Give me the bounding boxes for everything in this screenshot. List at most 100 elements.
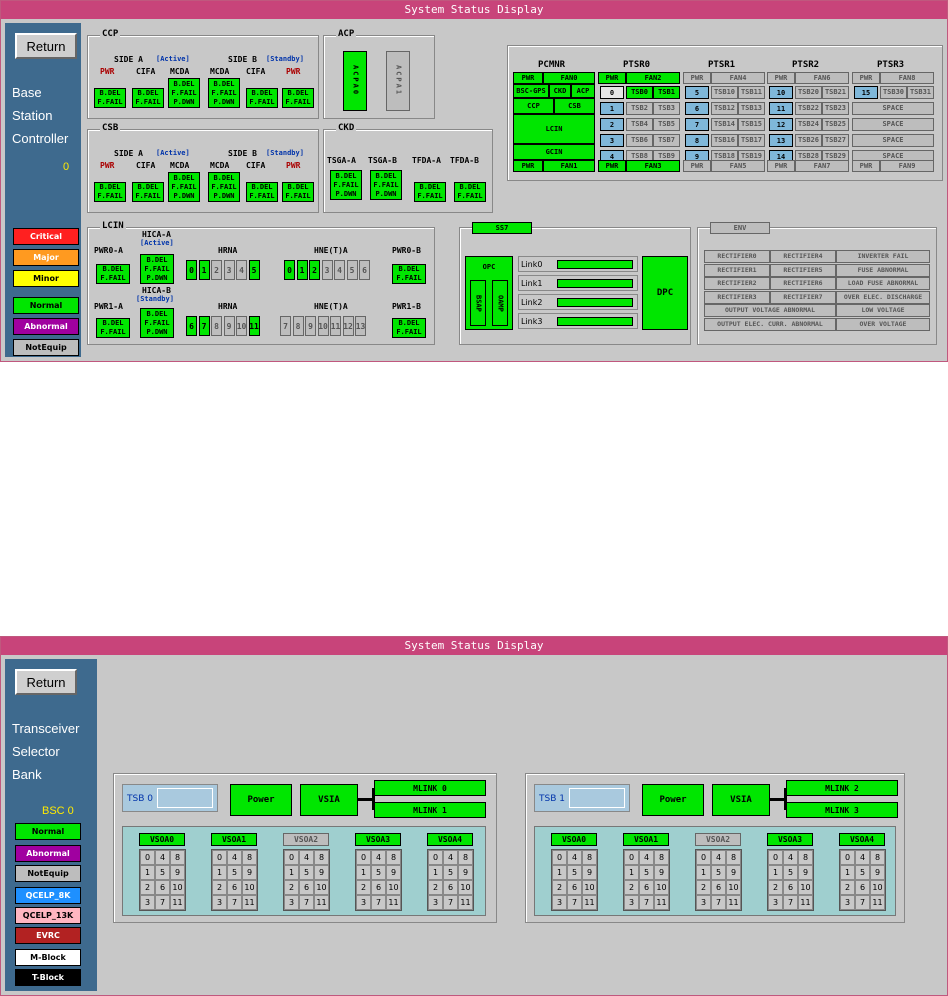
pcmnr-fan0[interactable]: FAN0 — [543, 72, 595, 84]
channel-cell[interactable]: 9 — [726, 865, 741, 880]
tsb-cell[interactable]: TSB16 — [711, 134, 738, 147]
channel-cell[interactable]: 9 — [242, 865, 257, 880]
tsb-cell[interactable]: TSB17 — [738, 134, 765, 147]
ptsr-pwr[interactable]: PWR — [852, 72, 880, 84]
tsb-cell[interactable]: TSB21 — [822, 86, 849, 99]
channel-cell[interactable]: 10 — [242, 880, 257, 895]
channel-cell[interactable]: 2 — [768, 880, 783, 895]
board-chip[interactable]: 7 — [198, 316, 210, 336]
channel-cell[interactable]: 8 — [654, 850, 669, 865]
bsc-gps[interactable]: BSC-GPS — [513, 84, 549, 98]
ptsr-pwr[interactable]: PWR — [598, 72, 626, 84]
channel-cell[interactable]: 1 — [284, 865, 299, 880]
ptsr-fan[interactable]: FAN4 — [711, 72, 765, 84]
mcda-indicator[interactable]: B.DEL F.FAIL P.DWN — [208, 172, 240, 202]
ptsr-fan[interactable]: FAN9 — [880, 160, 934, 172]
channel-cell[interactable]: 6 — [227, 880, 242, 895]
ss7-link-status[interactable] — [557, 260, 633, 269]
board-chip[interactable]: 6 — [186, 316, 197, 336]
tsb-cell[interactable]: TSB22 — [795, 102, 822, 115]
bdel-ffail-indicator[interactable]: B.DEL F.FAIL — [94, 88, 126, 108]
mlink[interactable]: MLINK 1 — [374, 802, 486, 818]
tsb-number[interactable]: 12 — [769, 118, 793, 131]
channel-cell[interactable]: 8 — [798, 850, 813, 865]
vsoa-label[interactable]: VSOA0 — [551, 833, 597, 846]
acpa0[interactable]: ACPA0 — [343, 51, 367, 111]
channel-cell[interactable]: 6 — [155, 880, 170, 895]
tsb-number[interactable]: 10 — [769, 86, 793, 99]
board-chip[interactable]: 9 — [305, 316, 316, 336]
pcmnr-gcin[interactable]: GCIN — [513, 144, 595, 160]
tsb-cell[interactable]: TSB28 — [795, 150, 822, 163]
channel-cell[interactable]: 2 — [428, 880, 443, 895]
tsb-cell[interactable]: TSB20 — [795, 86, 822, 99]
tsb-cell[interactable]: TSB10 — [711, 86, 738, 99]
channel-cell[interactable]: 1 — [212, 865, 227, 880]
channel-cell[interactable]: 4 — [299, 850, 314, 865]
tsb-cell[interactable]: TSB25 — [822, 118, 849, 131]
channel-cell[interactable]: 0 — [768, 850, 783, 865]
channel-cell[interactable]: 1 — [768, 865, 783, 880]
channel-cell[interactable]: 9 — [386, 865, 401, 880]
ckd-indicator[interactable]: B.DEL F.FAIL P.DWN — [370, 170, 402, 200]
channel-cell[interactable]: 6 — [567, 880, 582, 895]
board-chip[interactable]: 1 — [198, 260, 210, 280]
board-chip[interactable]: 9 — [223, 316, 235, 336]
tsb-number[interactable]: 2 — [600, 118, 624, 131]
ss7-link-status[interactable] — [557, 298, 633, 307]
ckd-indicator[interactable]: B.DEL F.FAIL — [414, 182, 446, 202]
channel-cell[interactable]: 1 — [552, 865, 567, 880]
channel-cell[interactable]: 5 — [567, 865, 582, 880]
tsb-cell[interactable]: TSB26 — [795, 134, 822, 147]
vsoa-label[interactable]: VSOA1 — [211, 833, 257, 846]
board-chip[interactable]: 8 — [211, 316, 222, 336]
mlink[interactable]: MLINK 2 — [786, 780, 898, 796]
bdel-ffail-indicator[interactable]: B.DEL F.FAIL — [246, 88, 278, 108]
channel-cell[interactable]: 2 — [356, 880, 371, 895]
channel-cell[interactable]: 2 — [624, 880, 639, 895]
vsoa-label[interactable]: VSOA4 — [839, 833, 885, 846]
return-button[interactable]: Return — [15, 33, 77, 59]
channel-cell[interactable]: 10 — [654, 880, 669, 895]
channel-cell[interactable]: 11 — [582, 895, 597, 910]
channel-cell[interactable]: 8 — [726, 850, 741, 865]
tsb-cell[interactable]: TSB11 — [738, 86, 765, 99]
pcmnr-ckd[interactable]: CKD — [549, 84, 571, 98]
ckd-indicator[interactable]: B.DEL F.FAIL P.DWN — [330, 170, 362, 200]
pcmnr-csb[interactable]: CSB — [554, 98, 595, 114]
channel-cell[interactable]: 6 — [371, 880, 386, 895]
channel-cell[interactable]: 3 — [696, 895, 711, 910]
channel-cell[interactable]: 7 — [227, 895, 242, 910]
channel-cell[interactable]: 2 — [212, 880, 227, 895]
channel-cell[interactable]: 5 — [299, 865, 314, 880]
pcmnr-pwr[interactable]: PWR — [513, 72, 543, 84]
channel-cell[interactable]: 7 — [855, 895, 870, 910]
vsoa-label[interactable]: VSOA3 — [767, 833, 813, 846]
channel-cell[interactable]: 1 — [840, 865, 855, 880]
pwr-indicator[interactable]: B.DEL F.FAIL — [96, 318, 130, 338]
ptsr-fan[interactable]: FAN8 — [880, 72, 934, 84]
channel-cell[interactable]: 11 — [654, 895, 669, 910]
vsia-indicator[interactable]: VSIA — [712, 784, 770, 816]
tsb-number[interactable]: 6 — [685, 102, 709, 115]
board-chip[interactable]: 5 — [346, 260, 358, 280]
channel-cell[interactable]: 6 — [855, 880, 870, 895]
channel-cell[interactable]: 5 — [443, 865, 458, 880]
tsb-number[interactable]: 15 — [854, 86, 878, 99]
channel-cell[interactable]: 8 — [870, 850, 885, 865]
ptsr-fan[interactable]: FAN2 — [626, 72, 680, 84]
channel-cell[interactable]: 6 — [299, 880, 314, 895]
tsb-cell[interactable]: TSB27 — [822, 134, 849, 147]
tsb-cell[interactable]: TSB3 — [653, 102, 680, 115]
bdel-ffail-indicator[interactable]: B.DEL F.FAIL — [132, 182, 164, 202]
channel-cell[interactable]: 2 — [696, 880, 711, 895]
board-chip[interactable]: 7 — [280, 316, 291, 336]
bdel-ffail-indicator[interactable]: B.DEL F.FAIL — [282, 88, 314, 108]
channel-cell[interactable]: 1 — [696, 865, 711, 880]
channel-cell[interactable]: 3 — [768, 895, 783, 910]
bdel-ffail-indicator[interactable]: B.DEL F.FAIL — [282, 182, 314, 202]
channel-cell[interactable]: 11 — [242, 895, 257, 910]
channel-cell[interactable]: 11 — [870, 895, 885, 910]
channel-cell[interactable]: 4 — [639, 850, 654, 865]
tsb-number[interactable]: 7 — [685, 118, 709, 131]
